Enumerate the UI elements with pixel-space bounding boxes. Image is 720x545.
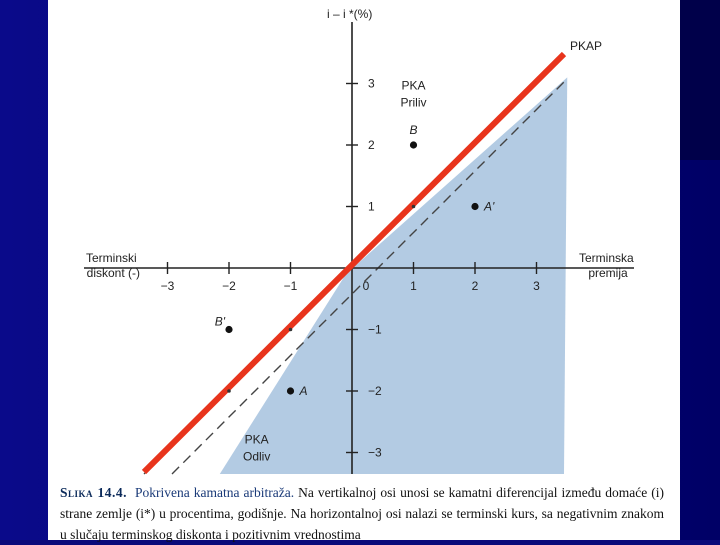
x-tick-label: 2 (472, 279, 479, 293)
figure-caption: Slika 14.4. Pokrivena kamatna arbitraža.… (60, 482, 664, 545)
y-tick-label: 2 (368, 138, 375, 152)
x-axis-left-title-line2: diskont (-) (87, 266, 140, 280)
point-label: B (409, 123, 417, 137)
parity-grid-marker (227, 389, 231, 393)
x-axis-left-title-line1: Terminski (86, 251, 137, 265)
point-marker (225, 325, 233, 334)
lower-dashed-line (171, 81, 565, 475)
point-label: B' (215, 315, 226, 329)
figure-panel: −3 −2 −1 0 1 2 3 −3 −2 −1 1 2 3 PKAP i – i *(%) Ter… (48, 0, 680, 540)
x-axis-right-title-line2: premija (588, 266, 628, 280)
arbitrage-chart: −3 −2 −1 0 1 2 3 −3 −2 −1 1 2 3 PKAP i – i *(%) Ter… (84, 7, 637, 475)
y-tick-label: 3 (368, 77, 375, 91)
y-tick-label: −3 (368, 446, 382, 460)
point-marker (471, 202, 479, 211)
point-label: A' (483, 200, 495, 214)
caption-label: Slika 14.4. (60, 485, 128, 500)
x-axis-right-title: Terminska premija (579, 251, 637, 280)
parity-grid-marker (288, 327, 293, 332)
parity-grid-marker (411, 204, 416, 209)
y-ticks: −3 −2 −1 1 2 3 (346, 77, 382, 460)
x-axis-left-title: Terminski diskont (-) (86, 251, 140, 280)
parity-line-label: PKAP (570, 39, 602, 53)
y-tick-label: −2 (368, 384, 382, 398)
x-tick-label: −3 (161, 279, 175, 293)
outflow-shaded-region (219, 77, 568, 474)
y-axis-title: i – i *(%) (327, 7, 372, 21)
region-label: PKA Odliv (243, 432, 270, 463)
caption-title: Pokrivena kamatna arbitraža. (135, 485, 295, 500)
slide-corner-block (680, 0, 720, 160)
x-ticks: −3 −2 −1 0 1 2 3 (161, 262, 540, 293)
x-tick-label: −1 (284, 279, 298, 293)
caption-text: Na vertikalnoj osi unosi se kamatni dife… (60, 485, 665, 542)
point-marker (409, 141, 418, 149)
y-tick-label: 1 (368, 200, 375, 214)
x-tick-label: 0 (363, 279, 370, 293)
point-marker (286, 387, 295, 395)
data-points: B A' B' A (215, 123, 495, 398)
region-labels: PKA Priliv PKA Odliv (243, 79, 426, 464)
x-tick-label: 3 (533, 279, 540, 293)
region-label: PKA Priliv (401, 79, 427, 110)
parity-line (141, 51, 567, 475)
region-label-line: PKA (245, 432, 269, 446)
point-label: A (299, 384, 308, 398)
region-label-line: Odliv (243, 449, 270, 463)
x-tick-label: −2 (222, 279, 236, 293)
x-tick-label: 1 (410, 279, 417, 293)
region-label-line: PKA (401, 79, 425, 93)
region-label-line: Priliv (401, 96, 427, 110)
y-tick-label: −1 (368, 323, 382, 337)
x-axis-right-title-line1: Terminska (579, 251, 634, 265)
